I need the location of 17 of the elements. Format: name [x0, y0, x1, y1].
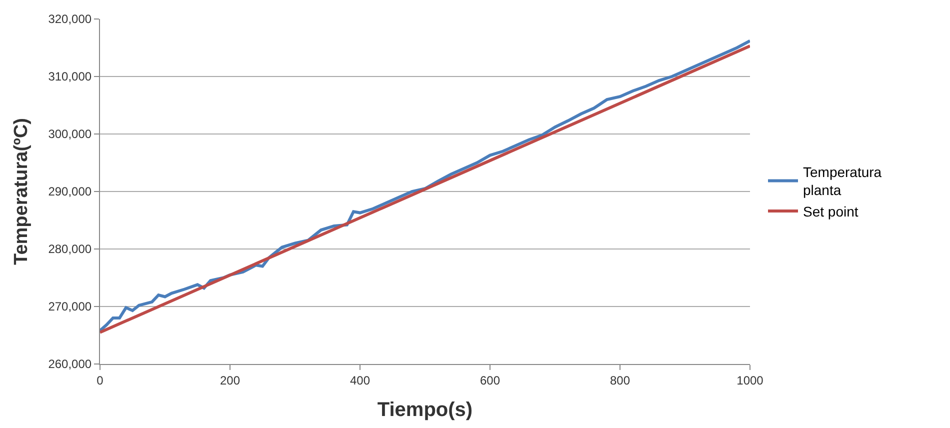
x-tick-label: 800: [610, 373, 630, 388]
x-tick-label: 0: [96, 373, 104, 388]
y-tick-label: 300,000: [48, 127, 92, 142]
x-tick-label: 400: [350, 373, 370, 388]
y-tick-label: 280,000: [48, 242, 92, 256]
legend-label: Set point: [803, 203, 858, 220]
y-tick-label: 270,000: [48, 300, 92, 314]
y-tick-label: 310,000: [48, 70, 92, 84]
y-tick-label: 260,000: [48, 357, 92, 372]
y-tick-label: 320,000: [48, 12, 92, 26]
legend-label: Temperatura planta: [803, 164, 882, 198]
x-axis-title: Tiempo(s): [377, 398, 473, 421]
y-axis-title: Temperatura(ºC): [11, 118, 32, 265]
x-tick-label: 1000: [736, 373, 764, 388]
x-tick-label: 200: [220, 373, 240, 388]
x-tick-label: 600: [480, 373, 500, 388]
y-tick-label: 290,000: [48, 184, 92, 199]
